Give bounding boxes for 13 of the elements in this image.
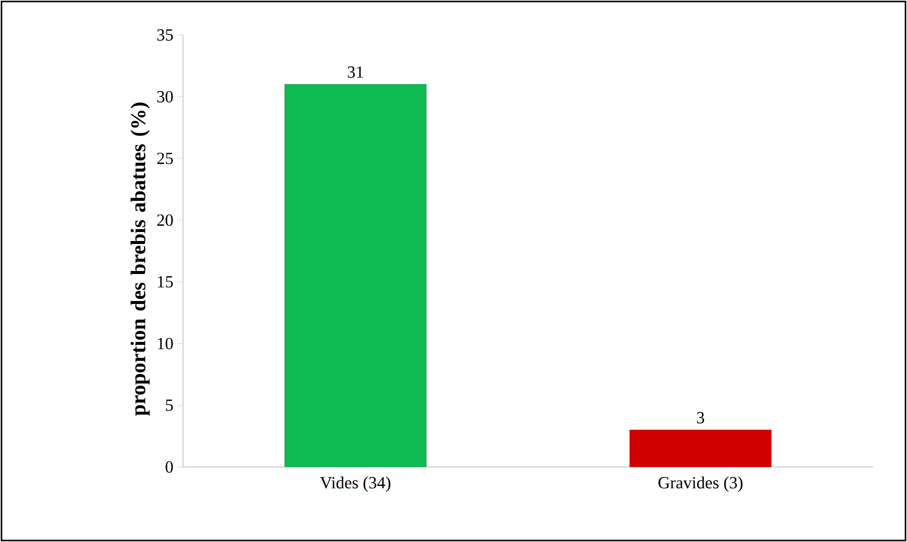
y-tick-label: 5	[166, 400, 173, 411]
data-label: 3	[697, 412, 704, 424]
y-axis-title: proportion des brebis abatues (%)	[130, 102, 150, 416]
y-tick-label: 30	[157, 90, 173, 102]
data-label: 31	[348, 66, 363, 78]
x-tick-label: Gravides (3)	[658, 476, 742, 492]
y-tick-label: 10	[158, 338, 173, 350]
y-tick-label: 20	[157, 214, 173, 226]
y-tick-label: 35	[157, 29, 173, 41]
y-tick-label: 25	[157, 152, 173, 164]
x-tick-label: Vides (34)	[320, 476, 390, 492]
y-tick-label: 15	[158, 276, 173, 288]
y-tick-label: 0	[166, 461, 173, 473]
